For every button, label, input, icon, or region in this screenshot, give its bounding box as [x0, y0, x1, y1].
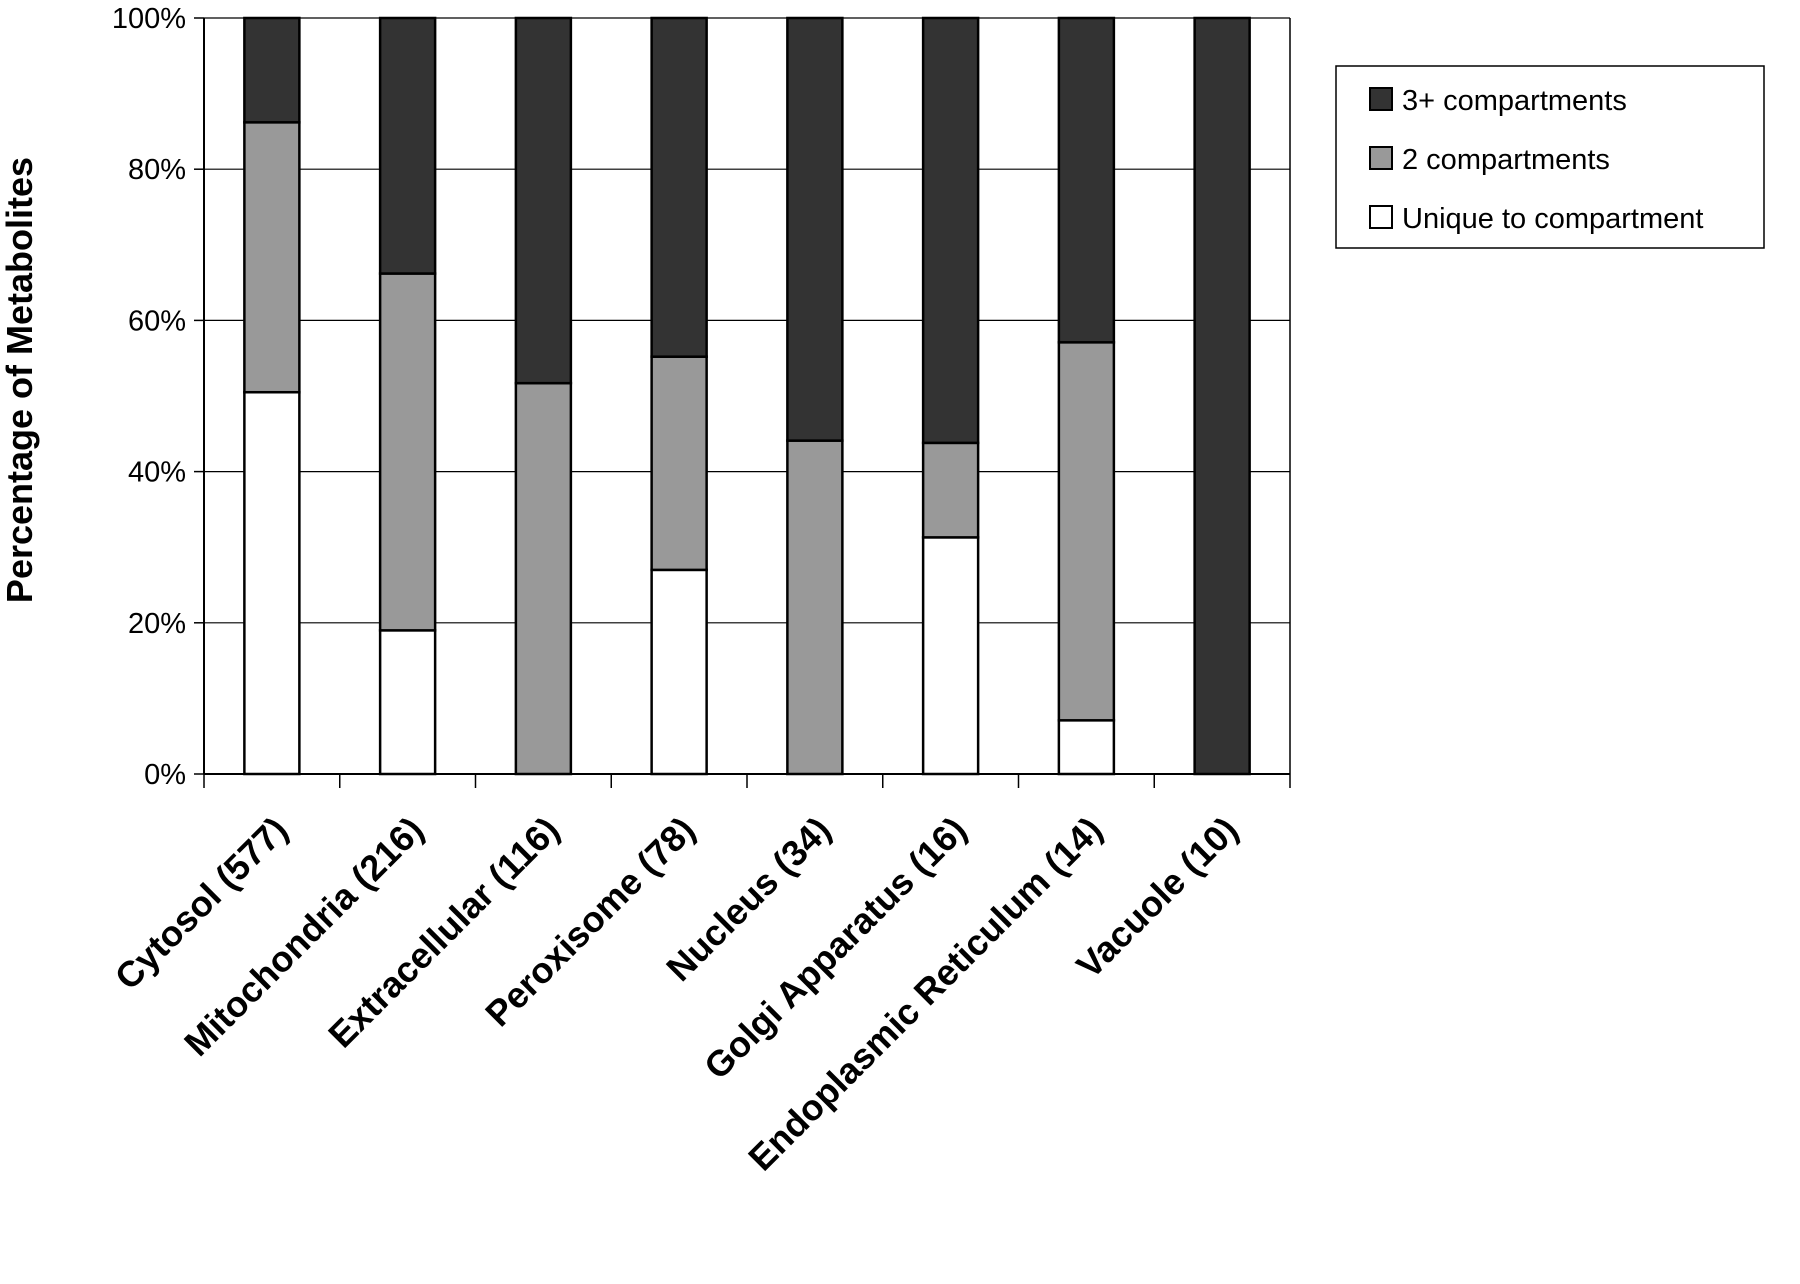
legend-swatch — [1369, 146, 1393, 170]
legend-label: Unique to compartment — [1402, 203, 1703, 235]
bar-segment — [650, 568, 708, 776]
bar-segment — [378, 16, 437, 275]
x-category-label: Extracellular (116) — [320, 809, 567, 1056]
bar-segment — [378, 272, 437, 632]
bar-segment — [921, 441, 980, 539]
bar-segment — [378, 629, 437, 776]
bar-segment — [650, 16, 708, 358]
y-tick-label: 60% — [128, 305, 186, 337]
y-axis-title: Percentage of Metabolites — [0, 157, 40, 603]
legend-label: 3+ compartments — [1402, 85, 1627, 117]
bars — [243, 16, 1251, 776]
gridlines — [204, 17, 1290, 624]
legend-box — [1335, 65, 1765, 249]
bar-segment — [243, 16, 301, 124]
bar-segment — [243, 121, 301, 394]
bar-segment — [921, 536, 980, 776]
bar-segment — [514, 381, 573, 776]
legend-swatch — [1369, 87, 1393, 111]
bar-segment — [1057, 16, 1116, 344]
bar-segment — [786, 439, 844, 776]
bar-segment — [1057, 341, 1116, 722]
bar-segment — [921, 16, 980, 445]
bar-segment — [1057, 719, 1116, 776]
bar-segment — [1193, 16, 1251, 776]
legend-swatch — [1369, 205, 1393, 229]
y-tick-label: 80% — [128, 154, 186, 186]
legend-label: 2 compartments — [1402, 144, 1610, 176]
legend: 3+ compartments 2 compartments Unique to c… — [1335, 65, 1765, 249]
x-category-label: Mitochondria (216) — [176, 809, 431, 1064]
bar-segment — [650, 355, 708, 572]
y-tick-label: 100% — [112, 3, 186, 35]
x-category-label: Golgi Apparatus (16) — [696, 809, 974, 1087]
y-tick-label: 20% — [128, 608, 186, 640]
bar-segment — [243, 390, 301, 776]
y-tick-label: 0% — [144, 759, 186, 791]
y-tick-label: 40% — [128, 457, 186, 489]
bar-segment — [514, 16, 573, 385]
bar-segment — [786, 16, 844, 442]
